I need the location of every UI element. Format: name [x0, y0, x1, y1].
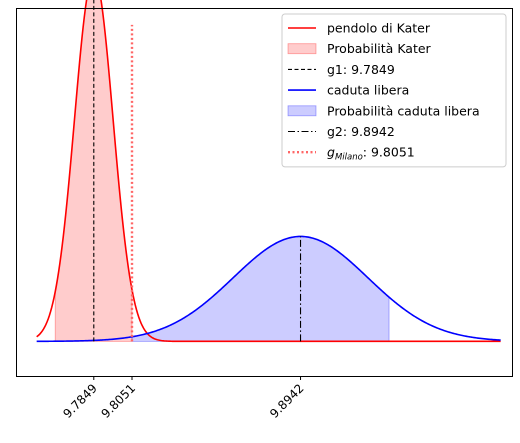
- legend-handle: [287, 43, 317, 55]
- x-tick-label: 9.8051: [99, 381, 139, 421]
- legend-entry-probabilita-kater: Probabilità Kater: [287, 41, 432, 56]
- line-pendolo-di-kater: [36, 0, 501, 343]
- legend-label: Probabilità caduta libera: [327, 103, 480, 118]
- legend-handle: [287, 105, 317, 117]
- legend-entry-probabilita-caduta-libera: Probabilità caduta libera: [287, 103, 480, 118]
- line-caduta-libera: [36, 235, 501, 343]
- axes-frame: [16, 8, 513, 377]
- legend-label: caduta libera: [327, 83, 409, 98]
- legend-entry-pendolo-di-kater: pendolo di Kater: [288, 21, 431, 36]
- legend-entry-caduta-libera: caduta libera: [288, 83, 409, 98]
- legend-label: pendolo di Kater: [327, 21, 431, 36]
- x-tick-label: 9.8942: [267, 381, 307, 421]
- legend-entry-g1-9-7849: g1: 9.7849: [288, 62, 395, 77]
- legend: pendolo di Kater Probabilità Kater g1: 9.7…: [281, 13, 507, 168]
- legend-label: Probabilità Kater: [327, 41, 432, 56]
- plot-area: [36, 0, 501, 343]
- legend-label: gMilano: 9.8051: [327, 145, 415, 163]
- legend-box: [281, 13, 507, 168]
- legend-entry-g-milano-9-8051: gMilano: 9.8051: [288, 145, 415, 163]
- legend-label: g2: 9.8942: [327, 124, 395, 139]
- legend-label: g1: 9.7849: [327, 62, 395, 77]
- x-tick-label: 9.7849: [60, 381, 100, 421]
- legend-entry-g2-9-8942: g2: 9.8942: [288, 124, 395, 139]
